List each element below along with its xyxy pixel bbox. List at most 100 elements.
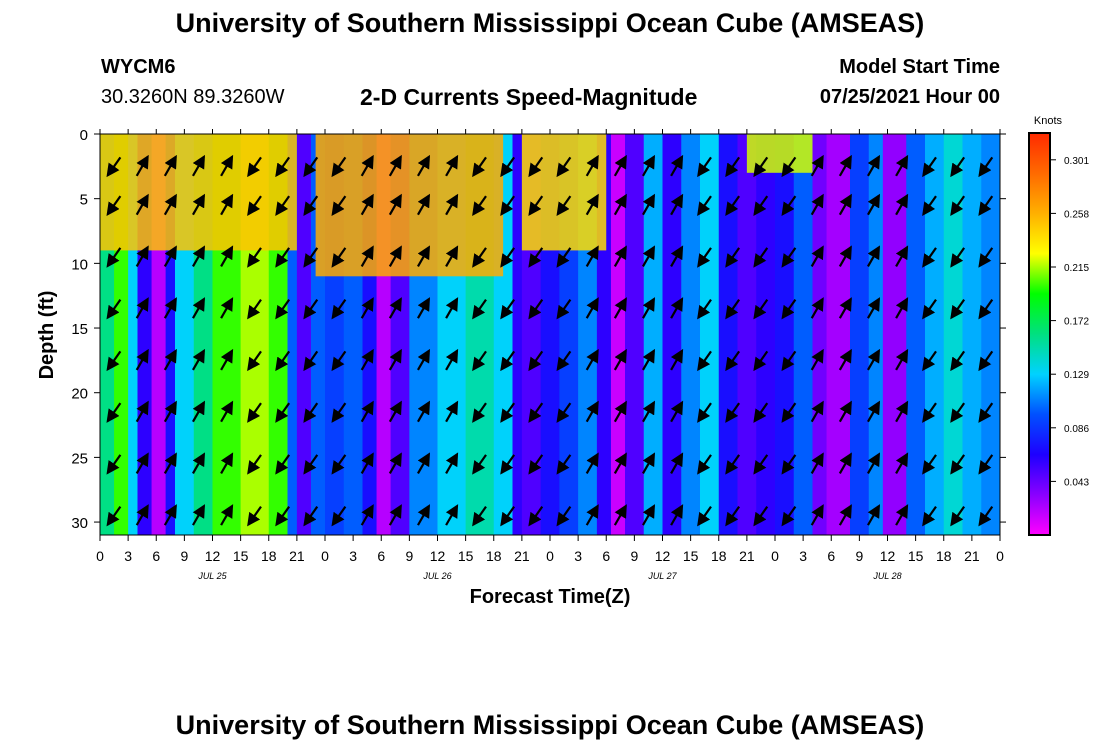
current-vector [922, 298, 937, 320]
current-vector [753, 505, 769, 527]
current-vector [922, 402, 937, 423]
current-vector [585, 245, 599, 267]
current-vector [331, 350, 347, 372]
current-vector [445, 400, 459, 423]
speed-column [610, 134, 626, 535]
current-vector [388, 452, 402, 474]
current-vector [500, 505, 516, 527]
current-vector [106, 505, 122, 527]
current-vector [867, 297, 881, 319]
current-vector [670, 297, 684, 319]
current-vector [220, 452, 234, 474]
x-tick-label: 6 [602, 548, 610, 564]
speed-column [737, 134, 757, 535]
current-vector [867, 193, 881, 216]
current-vector [810, 193, 824, 216]
speed-column [512, 134, 523, 535]
current-vector [472, 247, 487, 268]
current-vector [642, 348, 656, 371]
current-vector [838, 504, 852, 526]
current-vector [867, 400, 881, 423]
speed-column [756, 134, 776, 535]
current-vector [303, 298, 319, 320]
speed-column [681, 134, 701, 535]
current-vector [697, 156, 712, 178]
current-vector [528, 298, 544, 320]
x-tick-label: 0 [96, 548, 104, 564]
current-vector [781, 156, 797, 178]
current-vector [445, 504, 459, 526]
x-tick-label: 3 [574, 548, 582, 564]
current-vector [556, 156, 572, 178]
current-vector [135, 504, 149, 526]
current-vector [670, 193, 684, 216]
current-vector [922, 350, 937, 372]
x-tick-label: 3 [349, 548, 357, 564]
speed-column [981, 134, 1001, 535]
speed-column [943, 134, 963, 535]
speed-column [962, 134, 982, 535]
current-vector [500, 350, 516, 372]
current-vector [500, 402, 516, 423]
x-tick-label: 15 [683, 548, 699, 564]
current-vector [360, 154, 374, 177]
current-vector [725, 247, 741, 268]
speed-column [662, 134, 682, 535]
current-vector [867, 452, 881, 474]
current-vector [303, 195, 319, 216]
current-vector [247, 298, 262, 320]
current-vector [895, 452, 909, 474]
x-tick-label: 18 [486, 548, 502, 564]
current-vector [388, 245, 402, 267]
current-vector [642, 154, 656, 177]
current-vector [950, 402, 966, 423]
x-tick-label: 9 [855, 548, 863, 564]
current-vector [106, 454, 122, 475]
current-vector [472, 195, 487, 216]
current-vector [670, 504, 684, 526]
current-vector [163, 154, 177, 177]
current-vector [135, 154, 149, 177]
current-vector [753, 454, 769, 475]
current-vector [528, 505, 544, 527]
current-vector [670, 154, 684, 177]
x-tick-label: 12 [880, 548, 896, 564]
current-vector [753, 247, 769, 268]
current-vector [613, 452, 627, 474]
current-vector [613, 504, 627, 526]
current-vector [331, 247, 347, 268]
x-tick-label: 18 [936, 548, 952, 564]
current-vector [417, 348, 431, 371]
speed-column [775, 134, 795, 535]
current-vector [163, 245, 177, 267]
current-vector [867, 504, 881, 526]
current-vector [220, 245, 234, 267]
current-vector [163, 400, 177, 423]
current-vector [978, 298, 994, 320]
current-vector [500, 247, 516, 268]
current-vector [303, 156, 319, 178]
current-vector [220, 193, 234, 216]
plot-title: 2-D Currents Speed-Magnitude [360, 84, 698, 110]
speed-column [296, 134, 312, 535]
surface-speed-patch [315, 134, 504, 277]
current-vector [838, 400, 852, 423]
current-vector [781, 247, 797, 268]
current-vector [360, 452, 374, 474]
speed-column [625, 134, 645, 535]
x-tick-label: 9 [630, 548, 638, 564]
current-vector [753, 402, 769, 423]
current-vector [697, 402, 712, 423]
current-vector [642, 452, 656, 474]
current-vector [978, 247, 994, 268]
current-vector [417, 245, 431, 267]
current-vector [135, 193, 149, 216]
current-vector [697, 454, 712, 475]
current-vector [838, 348, 852, 371]
current-vector [360, 245, 374, 267]
current-vector [642, 193, 656, 216]
current-vector [106, 402, 122, 423]
model-start-label: Model Start Time [839, 56, 1000, 78]
currents-chart: 0 3 6 9 12 15 18 21 0 3 6 9 12 15 18 21 0 3 6 9 12 15 18 21 0 3 6 9… [36, 115, 1089, 608]
current-vector [950, 505, 966, 527]
